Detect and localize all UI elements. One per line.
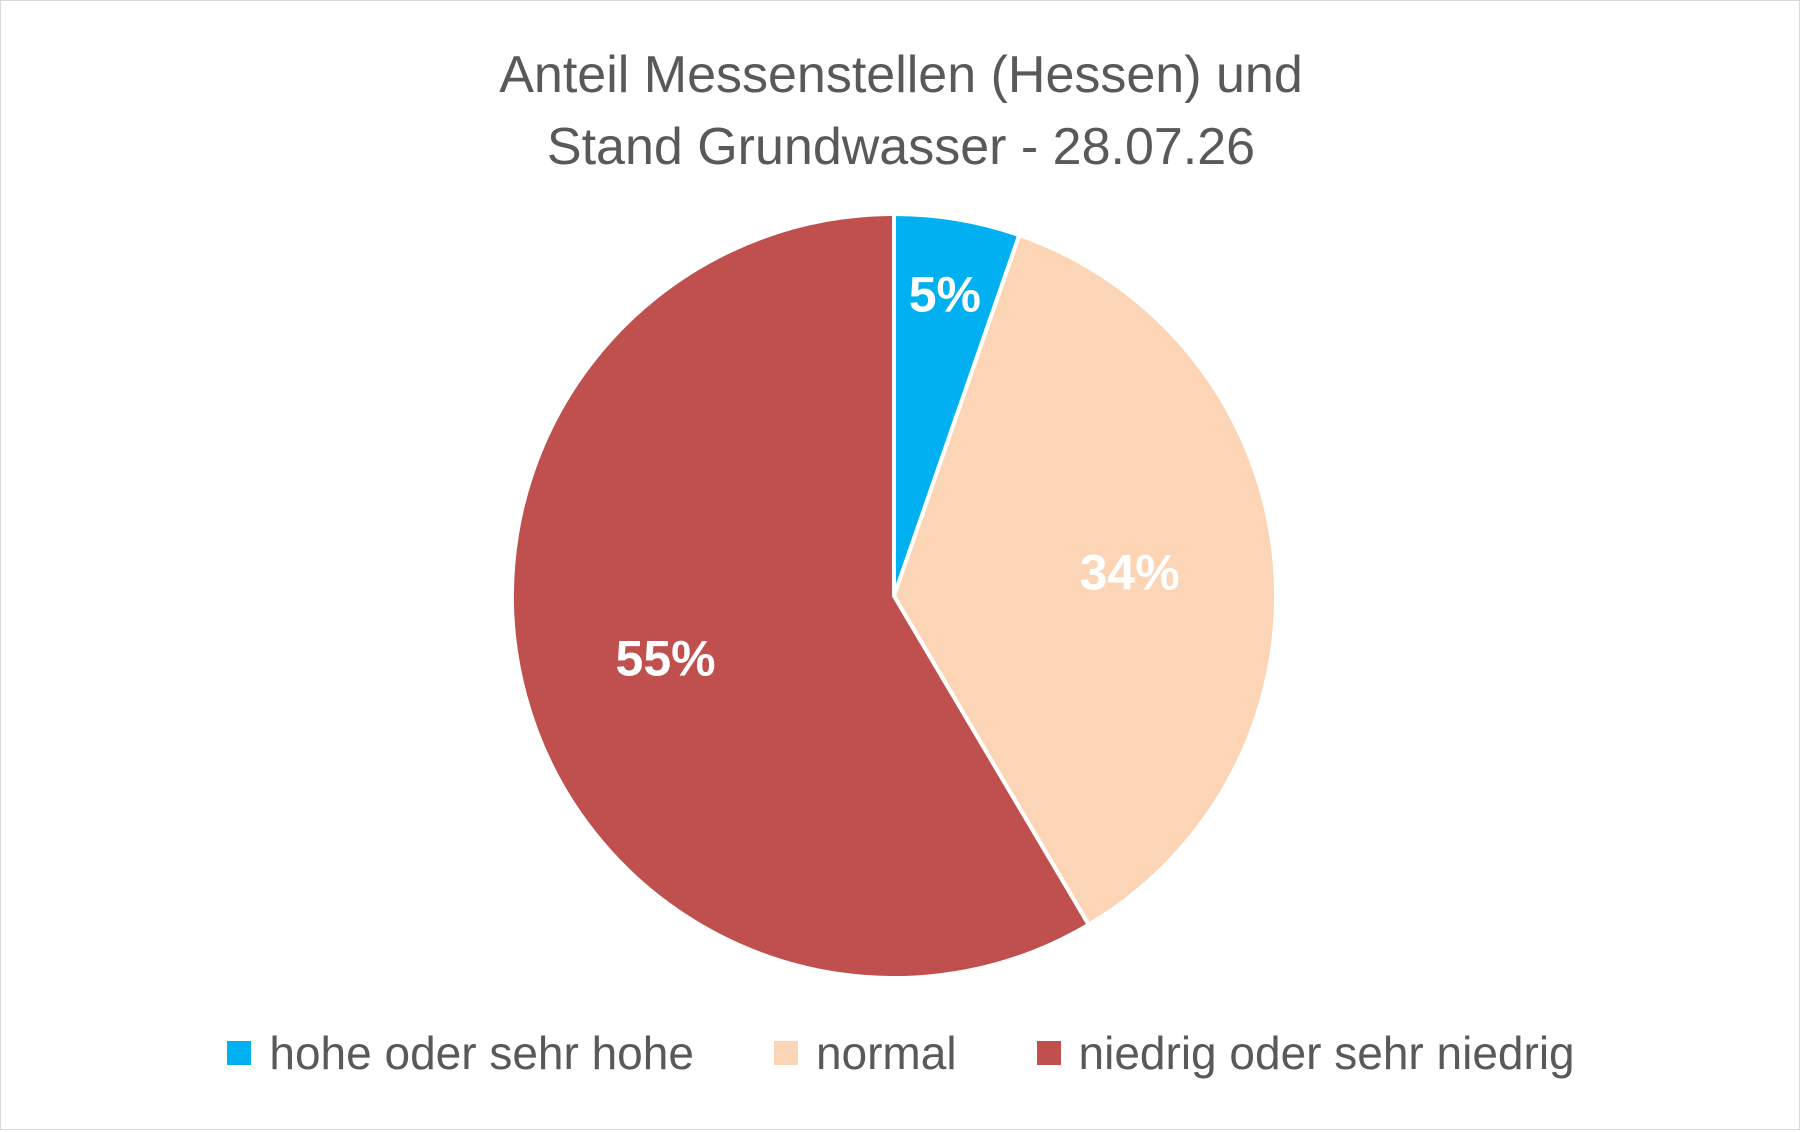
legend: hohe oder sehr hohe normal niedrig oder se… — [1, 1023, 1801, 1083]
data-label-3: 55% — [616, 631, 716, 687]
legend-label-3: niedrig oder sehr niedrig — [1078, 1027, 1575, 1079]
legend-item-2: normal — [773, 1023, 957, 1083]
chart-title: Anteil Messenstellen (Hessen) und Stand … — [1, 39, 1801, 183]
legend-swatch-3 — [1036, 1041, 1061, 1065]
chart-title-line-1: Anteil Messenstellen (Hessen) und — [499, 46, 1303, 104]
chart-title-line-2: Stand Grundwasser - 28.07.26 — [546, 118, 1256, 176]
legend-label-1: hohe oder sehr hohe — [269, 1027, 694, 1079]
legend-swatch-2 — [773, 1041, 798, 1065]
data-label-2: 34% — [1080, 544, 1180, 600]
legend-swatch-1 — [227, 1041, 252, 1065]
legend-item-1: hohe oder sehr hohe — [227, 1023, 694, 1083]
pie-slice-3 — [510, 212, 1091, 980]
pie-slice-2 — [892, 233, 1278, 927]
legend-label-2: normal — [815, 1027, 957, 1079]
legend-item-3: niedrig oder sehr niedrig — [1036, 1023, 1575, 1083]
data-label-1: 5% — [909, 267, 981, 323]
